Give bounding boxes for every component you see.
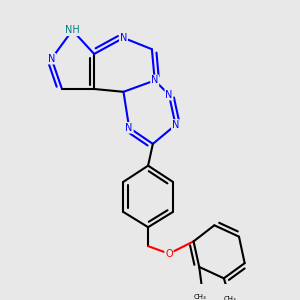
Text: N: N (120, 33, 127, 43)
Text: CH₃: CH₃ (223, 296, 236, 300)
Text: N: N (151, 76, 158, 85)
Text: O: O (165, 249, 173, 259)
Text: N: N (48, 54, 55, 64)
Text: N: N (125, 123, 133, 133)
Text: N: N (165, 90, 172, 100)
Text: NH: NH (65, 25, 80, 35)
Text: N: N (172, 120, 179, 130)
Text: CH₃: CH₃ (194, 294, 206, 300)
